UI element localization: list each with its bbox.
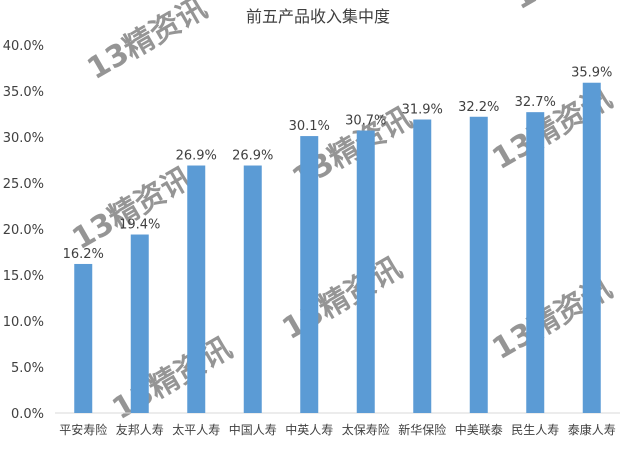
y-tick-label: 20.0% xyxy=(3,223,44,238)
bar xyxy=(74,263,93,413)
x-tick-label: 中英人寿 xyxy=(285,422,333,437)
bar xyxy=(356,130,375,413)
data-label: 26.9% xyxy=(176,149,217,164)
x-tick-label: 民生人寿 xyxy=(511,423,559,437)
y-axis: 0.0% 5.0% 10.0% 15.0% 20.0% 25.0% 30.0% 35.0% 40… xyxy=(3,39,44,422)
y-tick-label: 35.0% xyxy=(3,85,44,100)
x-tick-label: 新华保险 xyxy=(398,422,446,437)
bar xyxy=(243,165,262,413)
x-tick-label: 平安寿险 xyxy=(59,422,107,437)
data-label: 32.7% xyxy=(515,95,556,110)
watermark-text: 13精资讯 xyxy=(82,0,214,87)
bar xyxy=(413,119,432,414)
bar xyxy=(187,165,206,413)
data-label: 32.2% xyxy=(458,100,499,115)
x-tick-label: 泰康人寿 xyxy=(568,422,616,437)
data-label: 19.4% xyxy=(119,218,160,233)
y-tick-label: 10.0% xyxy=(3,315,44,330)
watermark-text: 13精资讯 xyxy=(507,0,627,17)
y-tick-label: 40.0% xyxy=(3,39,44,54)
data-label: 16.2% xyxy=(63,247,104,262)
data-label: 35.9% xyxy=(571,66,612,81)
bar xyxy=(469,116,488,413)
bar xyxy=(526,112,545,413)
bars: 16.2% 19.4% 26.9% 26.9% 30.1% 30.7% 31.9% 32.2%… xyxy=(63,66,612,414)
x-tick-label: 中美联泰 xyxy=(455,422,503,437)
x-tick-label: 太保寿险 xyxy=(342,422,390,437)
y-tick-label: 25.0% xyxy=(3,177,44,192)
x-tick-label: 太平人寿 xyxy=(172,422,220,437)
y-tick-label: 5.0% xyxy=(11,361,44,376)
data-label: 31.9% xyxy=(402,103,443,118)
data-label: 26.9% xyxy=(232,149,273,164)
chart-title: 前五产品收入集中度 xyxy=(246,7,390,26)
bar xyxy=(300,136,319,413)
data-label: 30.1% xyxy=(289,119,330,134)
x-tick-label: 中国人寿 xyxy=(229,422,277,437)
y-tick-label: 30.0% xyxy=(3,131,44,146)
data-label: 30.7% xyxy=(345,114,386,129)
watermark-text: 13精资讯 xyxy=(277,251,409,347)
x-axis: 平安寿险 友邦人寿 太平人寿 中国人寿 中英人寿 太保寿险 新华保险 中美联泰 民生人寿 泰康人寿 xyxy=(59,422,616,437)
y-tick-label: 0.0% xyxy=(11,407,44,422)
bar xyxy=(130,234,149,413)
bar xyxy=(582,82,601,413)
y-tick-label: 15.0% xyxy=(3,269,44,284)
x-tick-label: 友邦人寿 xyxy=(116,423,164,437)
